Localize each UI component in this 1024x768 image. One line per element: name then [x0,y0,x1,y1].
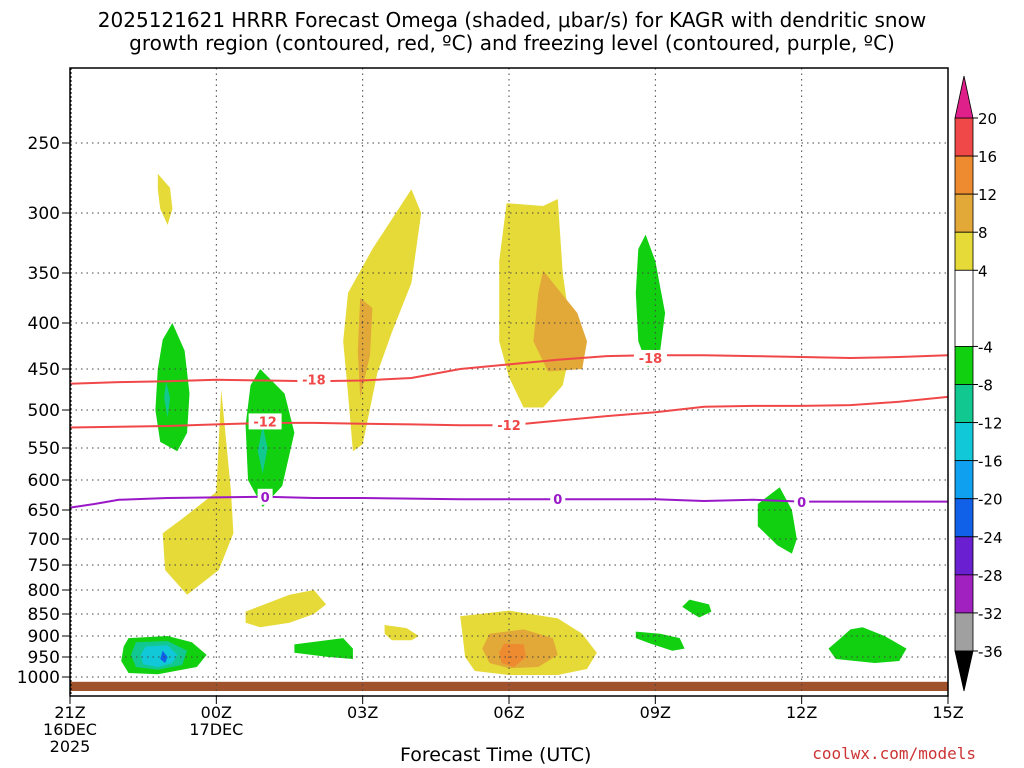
colorbar-band-11 [954,574,974,614]
colorbar-band-6 [954,384,974,423]
omega-region-f4 [162,389,234,595]
x-tick-label: 09Z [640,703,671,722]
colorbar-band-2 [954,193,974,233]
contour-line-0 [70,354,948,385]
omega-region-f2 [155,323,190,452]
colorbar-label: 8 [978,224,988,242]
contour-label: 0 [797,496,806,511]
omega-region-f17 [635,631,685,651]
y-tick-label: 1000 [17,668,60,688]
omega-region-f12 [757,487,797,554]
contour-label-bg [633,349,667,366]
y-tick-label: 900 [28,627,60,647]
x-tick-label: 17DEC [189,720,243,739]
y-tick-label: 500 [28,401,60,421]
omega-region-f25 [499,643,527,667]
colorbar-label: -24 [978,529,1003,547]
x-tick-label: 06Z [493,703,524,722]
omega-region-f14 [294,638,353,659]
contour-label: 0 [261,491,270,506]
contour-label-bg [248,413,282,430]
x-tick-label: 12Z [786,703,817,722]
y-tick-label: 950 [28,648,60,668]
omega-region-f21 [140,645,178,667]
contour-label-bg [297,371,331,388]
colorbar-band-9 [954,498,974,538]
x-tick-label: 00Z [201,703,232,722]
y-tick-label: 700 [28,530,60,550]
colorbar-label: -12 [978,415,1003,433]
y-tick-label: 600 [28,471,60,491]
omega-region-f6 [257,425,268,474]
y-tick-label: 800 [28,581,60,601]
y-tick-label: 300 [28,204,60,224]
colorbar-label: -28 [978,567,1003,585]
omega-region-f5 [245,369,295,507]
x-tick-label: 03Z [347,703,378,722]
colorbar-bottom-cap [954,650,974,692]
y-tick-label: 250 [28,134,60,154]
contour-label-bg [550,491,566,508]
contour-label: -18 [302,374,326,389]
colorbar-band-4 [954,269,974,347]
colorbar-label: -36 [978,643,1003,661]
ground-strip [70,681,948,691]
colorbar-label: 20 [978,110,997,128]
y-tick-label: 550 [28,439,60,459]
contour-label: -18 [639,352,663,367]
y-tick-label: 750 [28,556,60,576]
omega-region-f3 [164,381,170,418]
colorbar-band-8 [954,460,974,500]
omega-region-f8 [357,298,373,398]
colorbar-label: -20 [978,491,1003,509]
site-credit: coolwx.com/models [812,744,976,763]
x-tick-label: 15Z [932,703,963,722]
omega-region-f1 [157,173,173,225]
colorbar-band-5 [954,346,974,385]
colorbar-label: -16 [978,453,1003,471]
chart-title-line-2: growth region (contoured, red, ºC) and f… [129,31,895,55]
omega-region-f18 [828,627,907,663]
contour-label-bg [257,488,273,505]
colorbar-band-12 [954,612,974,652]
y-tick-label: 400 [28,314,60,334]
y-tick-label: 850 [28,605,60,625]
omega-region-f13 [245,590,327,628]
colorbar-label: -4 [978,338,993,356]
x-tick-label: 2025 [50,737,91,756]
colorbar-band-7 [954,422,974,462]
contour-line-2 [70,495,948,509]
x-tick-label: 16DEC [43,720,97,739]
colorbar-band-1 [954,155,974,195]
omega-region-f7 [343,189,422,452]
chart-title-line-1: 2025121621 HRRR Forecast Omega (shaded, … [97,8,927,32]
colorbar-top-cap [954,75,974,119]
contour-label-bg [794,494,810,511]
y-tick-label: 350 [28,264,60,284]
y-tick-label: 450 [28,360,60,380]
colorbar-band-3 [954,231,974,271]
colorbar-label: -8 [978,377,993,395]
colorbar-label: 4 [978,262,988,280]
contour-label: -12 [253,415,277,430]
contour-label: -12 [497,419,521,434]
omega-region-f10 [533,270,587,372]
x-axis-label: Forecast Time (UTC) [400,744,592,766]
colorbar-label: 12 [978,186,997,204]
colorbar-label: -32 [978,605,1003,623]
contour-label: 0 [553,493,562,508]
omega-region-f11 [635,234,666,368]
colorbar-band-10 [954,536,974,576]
contour-label-bg [492,417,526,434]
colorbar-band-0 [954,117,974,157]
omega-region-f15 [384,625,419,641]
colorbar-label: 16 [978,148,997,166]
x-tick-label: 21Z [54,703,85,722]
omega-region-f16 [682,599,712,618]
y-tick-label: 650 [28,501,60,521]
